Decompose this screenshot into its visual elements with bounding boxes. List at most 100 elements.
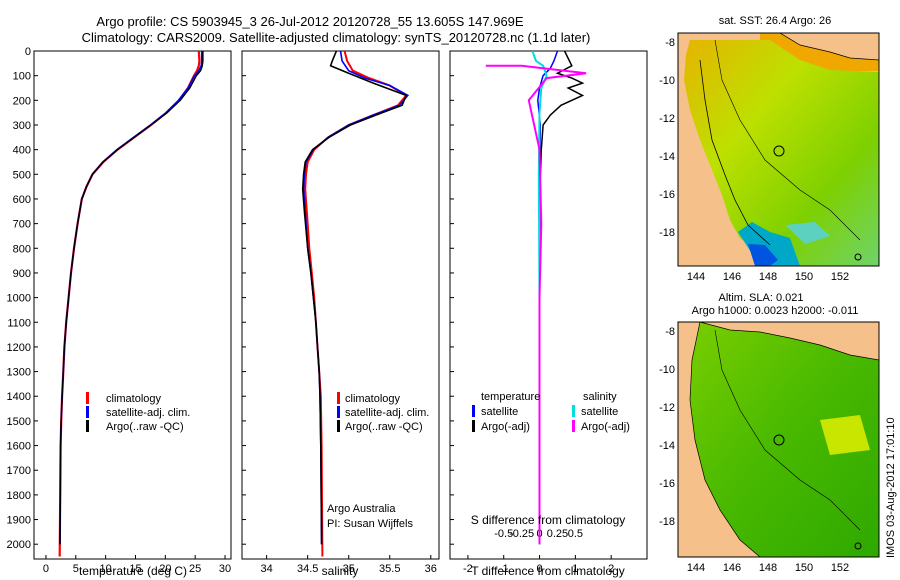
map-x-tick-label: 152	[831, 271, 849, 283]
depth-tick-label: 1400	[7, 391, 31, 403]
salinity-legend: climatology satellite-adj. clim. Argo(..…	[337, 392, 429, 433]
sla-map-frame	[677, 321, 880, 558]
x-tick-label: 10	[100, 563, 112, 575]
x-tick-label: 5	[73, 563, 79, 575]
annotation-argo-australia: Argo Australia	[327, 503, 396, 515]
depth-tick-label: 600	[13, 194, 31, 206]
map-x-tick-label: 150	[795, 271, 813, 283]
sst-map	[678, 33, 879, 266]
legend-swatch-t-argo	[472, 420, 475, 432]
sst-sea-field	[684, 40, 879, 266]
map-x-tick-label: 144	[687, 271, 705, 283]
map-x-tick-label: 148	[759, 562, 777, 574]
map-x-tick-label: 146	[723, 562, 741, 574]
depth-tick-label: 0	[25, 46, 31, 58]
s-diff-tick-label: -0.25	[509, 528, 534, 540]
depth-tick-label: 1300	[7, 367, 31, 379]
legend-swatch-s-satellite	[572, 405, 575, 417]
annotation-pi: PI: Susan Wijffels	[327, 518, 413, 530]
x-tick-label: -1	[499, 563, 509, 575]
series-line-argo-raw-qc-	[301, 51, 408, 545]
x-tick-label: 35	[343, 563, 355, 575]
x-tick-label: 35.5	[379, 563, 400, 575]
sla-map-title-line-2: Argo h1000: 0.0023 h2000: -0.011	[692, 305, 859, 317]
depth-tick-label: 1800	[7, 490, 31, 502]
map-x-tick-label: 152	[831, 562, 849, 574]
map-y-tick-label: -10	[659, 364, 675, 376]
legend-swatch-t-satellite	[472, 405, 475, 417]
title-line-1: Argo profile: CS 5903945_3 26-Jul-2012 2…	[96, 14, 524, 29]
legend-swatch-climatology	[337, 392, 340, 404]
series-line-satellite-adj-clim-	[59, 51, 203, 545]
map-x-tick-label: 144	[687, 562, 705, 574]
depth-tick-label: 1900	[7, 515, 31, 527]
x-tick-label: 34	[261, 563, 273, 575]
legend-label-argo: Argo(..raw -QC)	[106, 421, 184, 433]
map-y-tick-label: -8	[665, 326, 675, 338]
x-tick-label: 15	[129, 563, 141, 575]
sst-map-title: sat. SST: 26.4 Argo: 26	[719, 15, 832, 27]
legend-label-t-satellite: satellite	[481, 406, 518, 418]
sst-coastline-gbr	[699, 59, 771, 246]
depth-tick-label: 1700	[7, 465, 31, 477]
title-line-2: Climatology: CARS2009. Satellite-adjuste…	[82, 30, 591, 45]
depth-tick-label: 1500	[7, 416, 31, 428]
depth-tick-label: 1000	[7, 293, 31, 305]
depth-tick-label: 800	[13, 243, 31, 255]
legend-swatch-s-argo	[572, 420, 575, 432]
x-tick-label: 25	[189, 563, 201, 575]
sla-yellow-patch	[820, 415, 870, 455]
side-stamp: IMOS 03-Aug-2012 17:01:10	[885, 417, 897, 558]
legend-label-satellite: satellite-adj. clim.	[106, 407, 190, 419]
depth-tick-label: 200	[13, 95, 31, 107]
depth-tick-label: 300	[13, 120, 31, 132]
map-x-tick-label: 150	[795, 562, 813, 574]
x-tick-label: 2	[608, 563, 614, 575]
x-tick-label: 0	[43, 563, 49, 575]
x-tick-label: 1	[572, 563, 578, 575]
sst-argo-marker	[773, 145, 785, 157]
legend-label-climatology: climatology	[345, 393, 401, 405]
series-line-climatology	[58, 51, 201, 557]
difference-xlabel: T difference from climatology	[471, 564, 625, 578]
legend-label-t-argo: Argo(-adj)	[481, 421, 530, 433]
series-line-argo-adj-s-	[485, 64, 587, 545]
x-tick-label: 20	[159, 563, 171, 575]
depth-tick-label: 900	[13, 268, 31, 280]
depth-tick-label: 400	[13, 145, 31, 157]
map-y-tick-label: -18	[659, 227, 675, 239]
legend-heading-temperature: temperature	[481, 391, 540, 403]
s-diff-tick-label: -0.5	[494, 528, 513, 540]
legend-label-s-satellite: satellite	[581, 406, 618, 418]
legend-swatch-climatology	[86, 392, 89, 404]
legend-label-satellite: satellite-adj. clim.	[345, 407, 429, 419]
depth-tick-label: 2000	[7, 539, 31, 551]
map-y-tick-label: -14	[659, 440, 675, 452]
difference-xlabel-top: S difference from climatology	[471, 513, 626, 527]
depth-tick-label: 100	[13, 71, 31, 83]
legend-label-climatology: climatology	[106, 393, 162, 405]
sla-argo-marker	[773, 434, 785, 446]
legend-label-argo: Argo(..raw -QC)	[345, 421, 423, 433]
sla-aus-land	[678, 322, 761, 557]
x-tick-label: 30	[219, 563, 231, 575]
x-tick-label: -2	[463, 563, 473, 575]
series-line-argo-adj-t-	[538, 51, 585, 545]
legend-swatch-argo	[337, 420, 340, 432]
series-line-satellite-t-	[537, 51, 559, 545]
sla-reef-edge	[714, 329, 861, 531]
s-diff-tick-label: 0.5	[568, 528, 583, 540]
sst-small-marker	[854, 253, 862, 261]
map-y-tick-label: -16	[659, 478, 675, 490]
sst-png-coast	[779, 33, 879, 61]
map-x-tick-label: 146	[723, 271, 741, 283]
sla-map-title-line-1: Altim. SLA: 0.021	[719, 292, 804, 304]
difference-legend: temperature salinity satellite Argo(-adj…	[472, 391, 630, 433]
temperature-xlabel: temperature (deg C)	[79, 564, 187, 578]
sst-reef-edge	[714, 39, 861, 241]
series-line-satellite-adj-clim-	[302, 51, 410, 545]
map-y-tick-label: -8	[665, 37, 675, 49]
depth-tick-label: 1600	[7, 441, 31, 453]
depth-tick-label: 500	[13, 169, 31, 181]
